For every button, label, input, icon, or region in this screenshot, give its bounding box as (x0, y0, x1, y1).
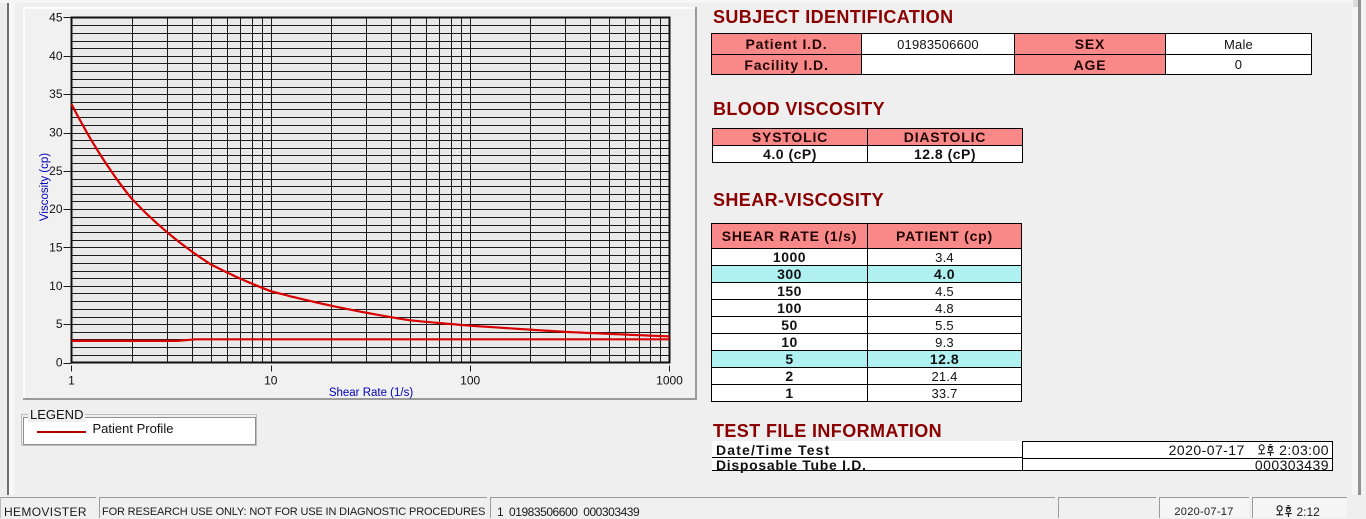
svg-text:20: 20 (49, 202, 63, 216)
svg-text:1000: 1000 (656, 374, 683, 388)
svg-text:5: 5 (56, 317, 63, 331)
svg-text:Viscosity (cp): Viscosity (cp) (39, 153, 51, 221)
svg-text:25: 25 (49, 164, 63, 178)
svg-text:45: 45 (49, 11, 63, 25)
svg-text:10: 10 (49, 279, 63, 293)
svg-text:30: 30 (49, 126, 63, 140)
svg-text:100: 100 (460, 374, 480, 388)
svg-text:10: 10 (264, 374, 278, 388)
svg-text:Shear Rate (1/s): Shear Rate (1/s) (329, 387, 414, 399)
svg-text:1: 1 (68, 374, 75, 388)
svg-text:0: 0 (56, 356, 63, 370)
svg-text:40: 40 (49, 49, 63, 63)
svg-text:15: 15 (49, 241, 63, 255)
svg-text:35: 35 (49, 87, 63, 101)
